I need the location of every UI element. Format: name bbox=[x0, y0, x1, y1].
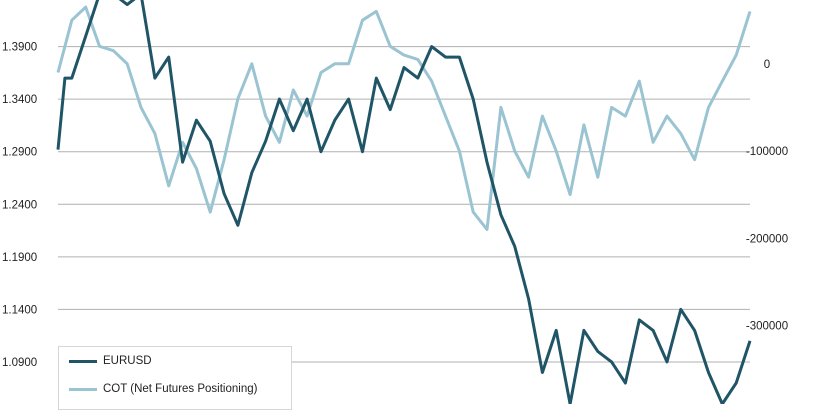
left-tick-label: 1.1400 bbox=[2, 304, 37, 316]
series-line-eurusd bbox=[56, 0, 752, 404]
legend: EURUSD COT (Net Futures Positioning) bbox=[58, 346, 292, 410]
legend-item-cot: COT (Net Futures Positioning) bbox=[69, 383, 257, 395]
left-axis-ticks: 1.0900 1.1400 1.1900 1.2400 1.2900 1.3400 1.39… bbox=[2, 0, 37, 369]
legend-swatch-cot bbox=[69, 387, 97, 391]
right-tick-label: 0 bbox=[764, 59, 770, 71]
series-lines bbox=[56, 0, 752, 404]
legend-swatch-eurusd bbox=[69, 359, 97, 363]
left-tick-label: 1.2400 bbox=[2, 199, 37, 211]
series-line-cot bbox=[56, 5, 752, 231]
right-tick-label: -300000 bbox=[746, 320, 788, 332]
legend-label-eurusd: EURUSD bbox=[103, 355, 152, 367]
right-tick-label: -100000 bbox=[746, 146, 788, 158]
legend-label-cot: COT (Net Futures Positioning) bbox=[103, 383, 258, 395]
left-tick-label: 1.1900 bbox=[2, 252, 37, 264]
legend-item-eurusd: EURUSD bbox=[69, 355, 152, 367]
right-axis-ticks: 0 -100000 -200000 -300000 bbox=[746, 59, 788, 333]
left-tick-label: 1.3900 bbox=[2, 42, 37, 54]
right-tick-label: -200000 bbox=[746, 233, 788, 245]
left-tick-label: 1.2900 bbox=[2, 147, 37, 159]
left-tick-label: 1.0900 bbox=[2, 357, 37, 369]
left-tick-label: 1.3400 bbox=[2, 94, 37, 106]
left-tick-label: 1.4400 bbox=[2, 0, 37, 1]
